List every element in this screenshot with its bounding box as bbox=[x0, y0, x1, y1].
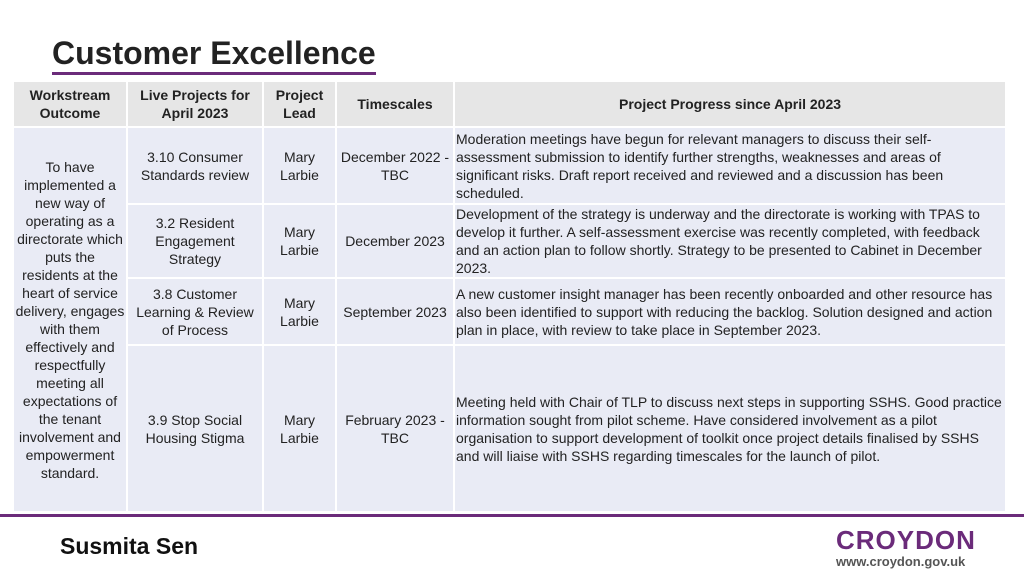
timescale-cell: February 2023 - TBC bbox=[335, 344, 455, 513]
progress-cell: A new customer insight manager has been … bbox=[453, 277, 1007, 346]
project-cell: 3.9 Stop Social Housing Stigma bbox=[126, 344, 264, 513]
lead-cell: Mary Larbie bbox=[262, 277, 337, 346]
lead-cell: Mary Larbie bbox=[262, 126, 337, 205]
header-progress: Project Progress since April 2023 bbox=[453, 80, 1007, 128]
logo-wordmark: CROYDON bbox=[836, 525, 976, 555]
progress-cell: Meeting held with Chair of TLP to discus… bbox=[453, 344, 1007, 513]
timescale-cell: December 2022 - TBC bbox=[335, 126, 455, 205]
table-header-row: Workstream Outcome Live Projects for Apr… bbox=[12, 80, 1007, 128]
header-projects: Live Projects for April 2023 bbox=[126, 80, 264, 128]
table-row: 3.2 Resident Engagement Strategy Mary La… bbox=[13, 203, 1007, 279]
croydon-logo[interactable]: CROYDON www.croydon.gov.uk bbox=[836, 526, 986, 570]
timescale-cell: September 2023 bbox=[335, 277, 455, 346]
project-cell: 3.2 Resident Engagement Strategy bbox=[126, 203, 264, 279]
header-timescales: Timescales bbox=[335, 80, 455, 128]
header-outcome: Workstream Outcome bbox=[12, 80, 128, 128]
author-name: Susmita Sen bbox=[60, 533, 199, 559]
progress-cell: Moderation meetings have begun for relev… bbox=[453, 126, 1007, 205]
lead-cell: Mary Larbie bbox=[262, 203, 337, 279]
header-lead: Project Lead bbox=[262, 80, 337, 128]
table-row: 3.8 Customer Learning & Review of Proces… bbox=[13, 277, 1007, 346]
table-row: To have implemented a new way of operati… bbox=[12, 126, 1007, 513]
project-cell: 3.8 Customer Learning & Review of Proces… bbox=[126, 277, 264, 346]
workstream-outcome-cell: To have implemented a new way of operati… bbox=[12, 126, 128, 513]
table-row: 3.9 Stop Social Housing Stigma Mary Larb… bbox=[13, 344, 1007, 513]
logo-url: www.croydon.gov.uk bbox=[836, 554, 966, 569]
projects-table: Workstream Outcome Live Projects for Apr… bbox=[12, 80, 1007, 513]
timescale-cell: December 2023 bbox=[335, 203, 455, 279]
progress-cell: Development of the strategy is underway … bbox=[453, 203, 1007, 279]
page-title: Customer Excellence bbox=[52, 34, 376, 75]
project-cell: 3.10 Consumer Standards review bbox=[126, 126, 264, 205]
footer-divider bbox=[0, 514, 1024, 517]
lead-cell: Mary Larbie bbox=[262, 344, 337, 513]
